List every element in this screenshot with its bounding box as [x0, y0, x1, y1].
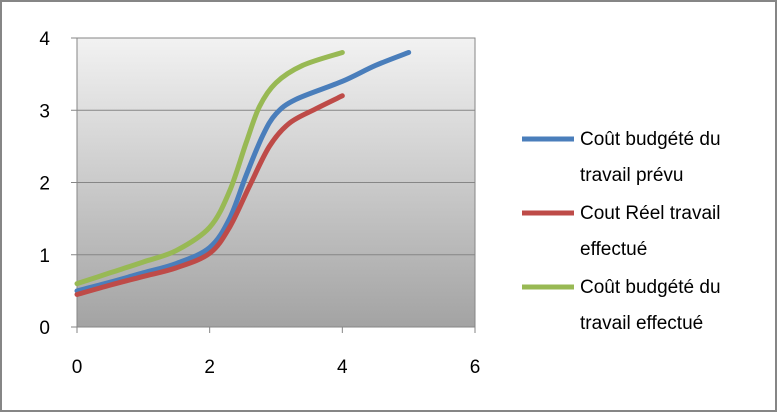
- x-tick-label: 4: [337, 357, 348, 378]
- x-tick-label: 0: [72, 357, 83, 378]
- legend-label-2-line-1: Cout Réel travail: [580, 203, 720, 224]
- legend-label-2-line-2: effectué: [580, 239, 647, 260]
- y-tick-label: 0: [39, 318, 50, 339]
- series-lines: [74, 49, 412, 297]
- legend-label-1-line-2: travail prévu: [580, 165, 684, 186]
- x-tick-label: 6: [470, 357, 481, 378]
- y-tick-label: 1: [39, 246, 50, 267]
- axes: 0 1 2 3 4 0 2 4 6: [39, 29, 480, 378]
- series-line-3: [74, 49, 345, 287]
- y-tick-label: 2: [39, 174, 50, 195]
- series-line-2: [74, 93, 345, 297]
- legend: Coût budgété du travail prévu Cout Réel tr…: [522, 129, 721, 334]
- legend-label-3-line-2: travail effectué: [580, 313, 703, 334]
- series-line-1: [74, 49, 412, 294]
- y-tick-label: 4: [39, 29, 50, 50]
- y-tick-label: 3: [39, 101, 50, 122]
- x-tick-label: 2: [204, 357, 215, 378]
- legend-label-3-line-1: Coût budgété du: [580, 277, 721, 298]
- legend-label-1-line-1: Coût budgété du: [580, 129, 721, 150]
